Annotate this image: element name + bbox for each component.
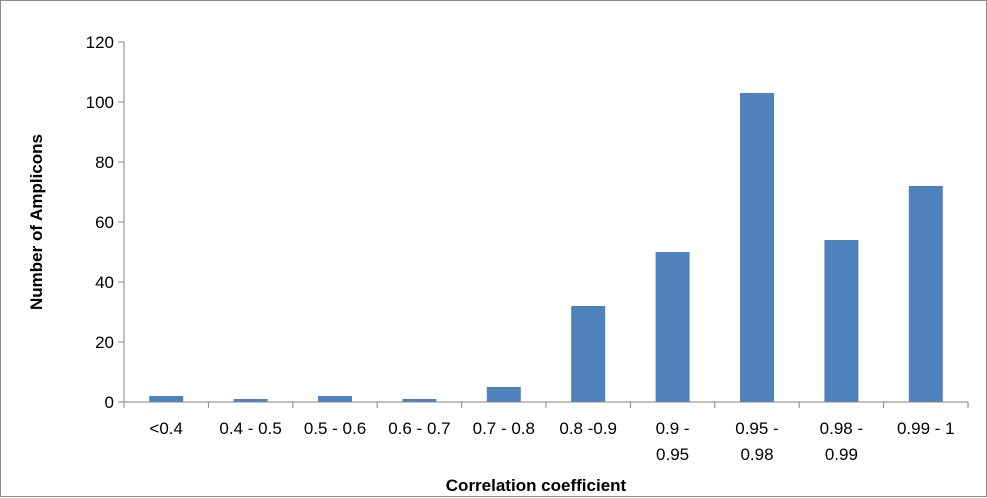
bars [149,93,943,402]
bar [740,93,774,402]
x-tick-label: 0.5 - 0.6 [304,419,366,438]
y-tick-label: 40 [95,273,114,292]
bar [571,306,606,402]
x-tick-label: 0.95 -0.98 [735,419,778,464]
bar [402,399,437,402]
y-tick-label: 0 [105,393,114,412]
bar [824,240,859,402]
x-tick-label: 0.7 - 0.8 [473,419,535,438]
bar [908,186,943,402]
x-tick-label: 0.6 - 0.7 [388,419,450,438]
bar [318,396,352,402]
y-tick-label: 20 [95,333,114,352]
bar [655,252,690,402]
y-tick-label: 120 [86,33,114,52]
y-axis-ticks: 0 20 40 60 80 100 120 [86,33,124,412]
x-tick-label: 0.4 - 0.5 [219,419,281,438]
x-tick-label: 0.98 -0.99 [820,419,863,464]
bar [486,387,521,402]
y-tick-label: 60 [95,213,114,232]
x-tick-label: 0.8 -0.9 [559,419,617,438]
x-tick-label: 0.9 -0.95 [656,419,690,464]
bar [233,399,268,402]
y-axis-title: Number of Amplicons [27,134,46,310]
y-tick-label: 80 [95,153,114,172]
x-tick-label: <0.4 [149,419,183,438]
x-axis-ticks: <0.4 0.4 - 0.5 0.5 - 0.6 0.6 - 0.7 0.7 - 0.8… [123,402,969,464]
x-tick-label: 0.99 - 1 [897,419,955,438]
bar [149,396,184,402]
x-axis-title: Correlation coefficient [446,476,627,495]
y-tick-label: 100 [86,93,114,112]
